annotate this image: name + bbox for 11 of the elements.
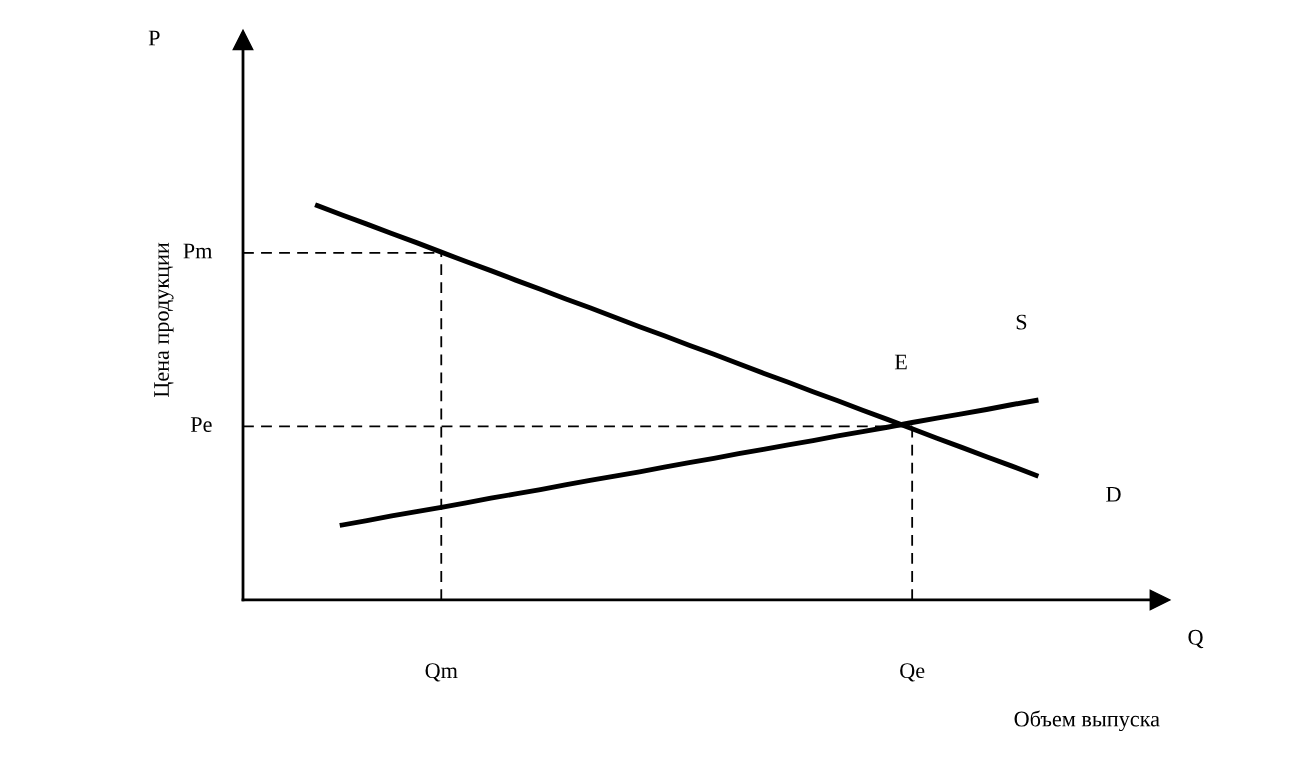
y-axis-title: Цена продукции <box>154 242 174 398</box>
text: S <box>1016 314 1027 330</box>
x-axis-title: Объем выпуска <box>1014 710 1160 732</box>
text: D <box>1106 486 1121 502</box>
x-tick-label: Qm <box>425 663 458 682</box>
ref-line-label: Pm <box>183 243 213 259</box>
ref-line-label: Pe <box>190 417 212 432</box>
text: P <box>148 30 160 46</box>
text: Q <box>1188 629 1204 649</box>
x-tick-label: Qe <box>900 663 925 682</box>
annotation: E <box>894 354 907 370</box>
